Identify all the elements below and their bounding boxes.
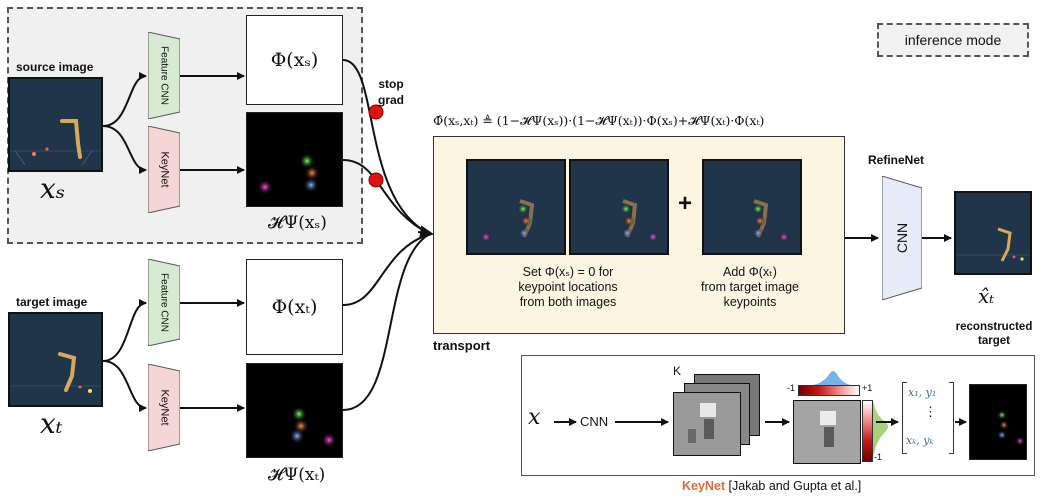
x-t-label: xₜ xyxy=(40,407,63,440)
inset-cnn: CNN xyxy=(580,414,609,429)
keynet-source: KeyNet xyxy=(148,126,180,213)
keynet-inset xyxy=(521,355,1035,476)
color-scale-bar xyxy=(798,385,860,396)
stop-grad-dot-2 xyxy=(368,172,384,188)
heatmap-target xyxy=(246,363,343,458)
reconstructed-target-label: reconstructed target xyxy=(955,321,1033,347)
transport-image-1 xyxy=(466,159,566,255)
source-image xyxy=(8,77,103,172)
feature-cnn-target-shape xyxy=(148,259,180,346)
xhat-t-label: x̂ₜ xyxy=(978,284,995,308)
side-minus: -1 xyxy=(874,452,883,462)
vector-bottom: xₖ, yₖ xyxy=(906,434,934,447)
scale-minus: -1 xyxy=(787,383,796,393)
keynet-target-shape xyxy=(148,364,180,451)
add-text: Add Φ(xₜ) from target image keypoints xyxy=(701,265,799,309)
heatmap-source xyxy=(246,112,343,207)
keynet-source-shape xyxy=(148,126,180,213)
source-image-label: source image xyxy=(16,60,94,74)
feature-map-art xyxy=(688,403,716,443)
feature-cnn-target: Feature CNN xyxy=(148,259,180,346)
transport-image-3-art xyxy=(752,199,790,243)
phi-xt-label: Φ(xₜ) xyxy=(271,296,318,318)
transport-image-1-art xyxy=(480,199,535,243)
inset-heatmap-art xyxy=(997,410,1025,446)
heat-xs-label: 𝓗Ψ(xₛ) xyxy=(268,213,327,233)
phi-xt-box: Φ(xₜ) xyxy=(246,259,343,355)
refinenet-label: RefineNet xyxy=(868,153,925,167)
target-image-art xyxy=(10,314,101,405)
x-s-label: xₛ xyxy=(40,172,66,205)
vector-bracket-right xyxy=(949,382,954,454)
stop-grad-dot-1 xyxy=(368,104,384,120)
x-distribution xyxy=(808,371,856,386)
target-image-label: target image xyxy=(16,295,88,309)
scale-plus: +1 xyxy=(862,383,873,393)
heatmap-source-art xyxy=(257,153,320,195)
inset-k: K xyxy=(673,364,682,378)
normalized-map-art xyxy=(820,411,836,447)
transport-formula: Φ̂(xₛ,xₜ) ≜ (1−𝓗Ψ(xₛ))·(1−𝓗Ψ(xₜ))·Φ(xₛ)+… xyxy=(433,113,765,128)
heatmap-target-art xyxy=(289,406,337,448)
source-image-art xyxy=(10,79,101,170)
transport-image-3 xyxy=(702,159,802,255)
vector-top: x₁, y₁ xyxy=(908,386,937,399)
transport-image-2-art xyxy=(620,199,659,243)
phi-xs-label: Φ(xₛ) xyxy=(270,49,319,71)
stop-grad-label: stop grad xyxy=(378,77,405,107)
coordinate-vector: x₁, y₁ ⋮ xₖ, yₖ xyxy=(902,382,954,454)
feature-cnn-source: Feature CNN xyxy=(148,32,180,119)
inset-x: x xyxy=(528,405,541,430)
keynet-target: KeyNet xyxy=(148,364,180,451)
set-text: Set Φ(xₛ) = 0 for keypoint locations fro… xyxy=(518,265,618,309)
reconstructed-image xyxy=(954,191,1032,275)
transport-image-2 xyxy=(569,159,669,255)
plus-sign: + xyxy=(678,190,693,217)
inference-mode-tag: inference mode xyxy=(877,23,1029,57)
heat-xt-label: 𝓗Ψ(xₜ) xyxy=(268,465,326,485)
refinenet-cnn: CNN xyxy=(882,176,922,300)
caption-ref: [Jakab and Gupta et al.] xyxy=(725,479,862,493)
feature-map-stack-1 xyxy=(673,392,741,456)
normalized-map xyxy=(793,400,861,464)
reconstructed-image-art xyxy=(956,193,1030,273)
y-distribution xyxy=(873,400,888,460)
feature-cnn-source-shape xyxy=(148,32,180,119)
vector-dots: ⋮ xyxy=(924,404,937,419)
target-image xyxy=(8,312,103,407)
inference-mode-label: inference mode xyxy=(904,32,1002,48)
caption-keynet: KeyNet xyxy=(682,479,726,493)
vector-bracket-left xyxy=(902,382,907,454)
refinenet-shape xyxy=(882,176,922,300)
side-scale-bar xyxy=(862,400,873,462)
phi-xs-box: Φ(xₛ) xyxy=(246,15,343,105)
keynet-caption: KeyNet [Jakab and Gupta et al.] xyxy=(682,479,861,493)
inset-heatmap xyxy=(969,384,1027,460)
transport-label: transport xyxy=(433,338,491,353)
